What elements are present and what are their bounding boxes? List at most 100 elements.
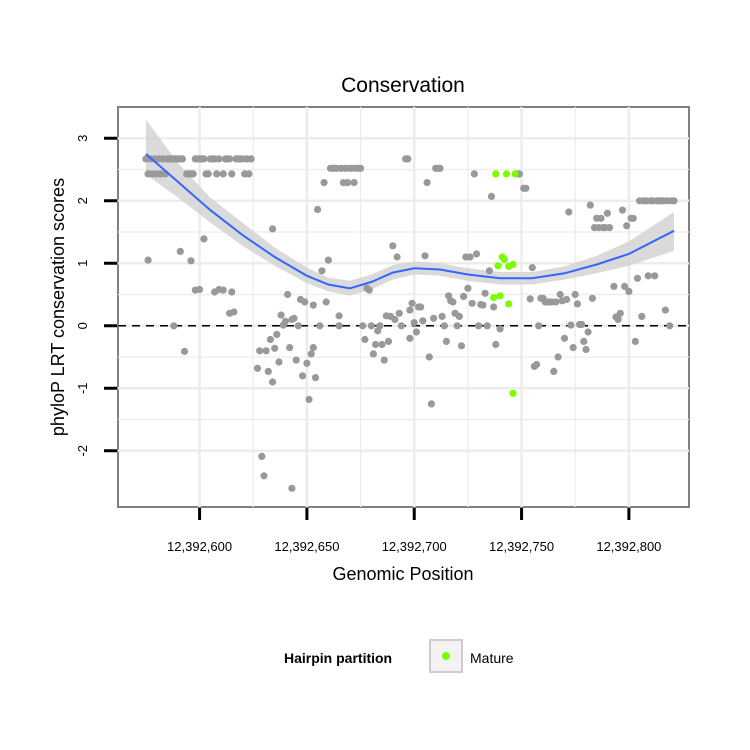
- data-point: [661, 306, 670, 314]
- legend-title: Hairpin partition: [284, 650, 392, 666]
- plot-panel: [117, 106, 690, 508]
- data-point: [262, 347, 270, 355]
- data-point: [475, 322, 483, 330]
- data-point: [204, 170, 212, 178]
- data-point: [633, 274, 642, 282]
- data-point: [586, 201, 594, 209]
- data-point: [286, 344, 294, 352]
- data-point: [535, 322, 543, 330]
- data-point: [569, 344, 577, 352]
- data-point: [479, 301, 487, 309]
- data-point: [550, 367, 558, 375]
- data-point: [187, 257, 195, 265]
- data-point: [357, 164, 365, 172]
- data-point: [367, 322, 375, 330]
- data-point: [213, 170, 221, 178]
- data-point: [468, 299, 476, 307]
- data-point: [438, 312, 446, 320]
- data-point: [487, 192, 496, 200]
- data-point: [584, 328, 592, 336]
- data-point-mature: [490, 294, 498, 302]
- data-point: [288, 484, 296, 492]
- chart-title: Conservation: [341, 74, 465, 97]
- data-point: [275, 358, 283, 366]
- data-point: [359, 322, 367, 330]
- data-point: [631, 337, 639, 345]
- data-point: [449, 298, 457, 306]
- data-point: [442, 337, 450, 345]
- data-point: [436, 164, 444, 172]
- data-point: [290, 314, 298, 322]
- legend-key-mature-dot: [442, 652, 450, 660]
- data-point: [344, 179, 352, 187]
- data-point: [228, 288, 236, 296]
- data-point: [606, 224, 614, 232]
- data-point: [483, 322, 491, 330]
- data-point: [560, 334, 569, 342]
- data-point: [404, 155, 412, 163]
- data-point: [423, 179, 431, 187]
- data-point: [144, 256, 152, 264]
- data-point: [651, 272, 659, 280]
- data-point: [556, 290, 564, 299]
- data-point: [481, 289, 489, 297]
- data-point: [573, 300, 582, 308]
- data-point: [638, 312, 646, 320]
- data-point: [384, 337, 393, 345]
- data-point: [455, 312, 463, 320]
- data-point: [528, 264, 536, 272]
- data-point: [307, 350, 315, 358]
- data-point: [470, 170, 478, 178]
- data-point: [466, 253, 474, 261]
- x-tick-label: 12,392,800: [596, 539, 661, 554]
- data-point: [369, 350, 377, 358]
- x-tick-label: 12,392,750: [489, 539, 554, 554]
- data-point: [563, 295, 571, 304]
- data-point: [215, 155, 223, 163]
- data-point: [322, 298, 330, 306]
- data-point: [618, 206, 627, 214]
- data-point: [410, 319, 418, 327]
- data-point: [324, 256, 332, 264]
- data-point: [320, 179, 328, 187]
- data-point: [269, 225, 277, 233]
- y-tick-label: 2: [75, 197, 90, 204]
- data-point: [623, 222, 631, 230]
- data-point: [552, 298, 560, 306]
- y-tick-label: -1: [75, 382, 90, 394]
- data-point: [670, 197, 678, 205]
- data-point: [597, 214, 605, 222]
- legend-label-mature: Mature: [470, 650, 514, 666]
- data-point: [200, 235, 208, 243]
- data-point: [266, 335, 274, 344]
- data-point: [582, 345, 590, 354]
- data-point: [417, 303, 425, 311]
- data-point: [219, 170, 227, 178]
- data-point: [588, 294, 597, 302]
- data-point: [578, 320, 586, 329]
- data-point: [258, 452, 266, 460]
- data-point: [391, 315, 399, 324]
- data-point: [230, 308, 238, 316]
- data-point: [554, 353, 562, 361]
- data-point: [200, 155, 208, 163]
- data-point: [350, 179, 358, 187]
- data-point: [472, 250, 481, 258]
- axes-layer: 12,392,600 12,392,650 12,392,700 12,392,750…: [75, 135, 661, 554]
- data-point: [294, 322, 302, 330]
- data-point: [318, 267, 326, 275]
- data-point: [419, 317, 427, 325]
- data-point: [453, 322, 461, 330]
- data-point: [412, 328, 420, 336]
- data-point: [457, 342, 466, 350]
- data-point: [284, 290, 292, 299]
- smooth-line-layer: [145, 153, 675, 290]
- data-point: [256, 347, 264, 355]
- data-point: [614, 315, 622, 324]
- data-point: [421, 252, 429, 260]
- data-point: [565, 208, 573, 216]
- y-tick-label: 3: [75, 135, 90, 142]
- data-point: [666, 322, 674, 330]
- data-point: [281, 317, 289, 325]
